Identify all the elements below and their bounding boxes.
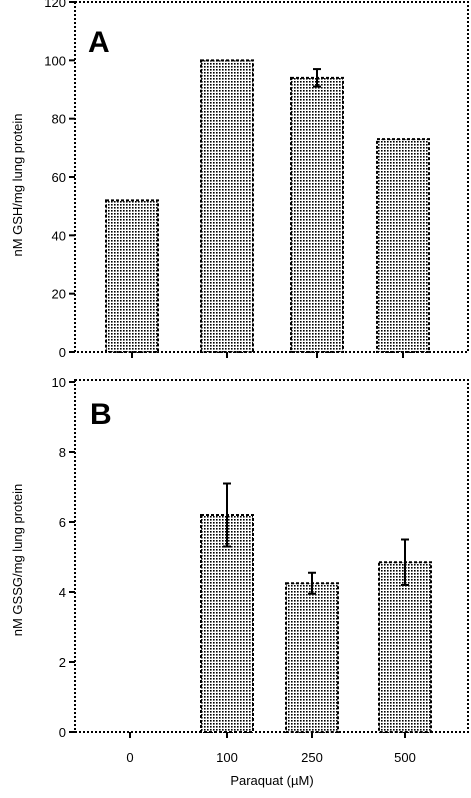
panel-b-frame xyxy=(74,379,469,733)
panel-a-bars xyxy=(105,59,430,353)
panel-b-error-bars xyxy=(223,482,409,595)
panel-a-bar-100 xyxy=(200,59,254,353)
panel-b-x-axis-title: Paraquat (µM) xyxy=(230,773,313,788)
panel-a-bar-0 xyxy=(105,199,159,353)
panel-b-x-ticks: 0 100 250 500 xyxy=(126,732,416,765)
panel-b-y-tick-label: 0 xyxy=(59,725,66,740)
panel-b-bar-250 xyxy=(285,582,339,733)
panel-b-y-ticks: 0 2 4 6 8 10 xyxy=(52,375,75,740)
panel-b-y-tick-label: 8 xyxy=(59,445,66,460)
panel-a-y-tick-label: 100 xyxy=(44,53,66,68)
panel-b-label: B xyxy=(90,398,112,431)
panel-a-y-axis-title: nM GSH/mg lung protein xyxy=(10,113,25,256)
panel-b-chart: B nM GSSG/mg lung protein 0 2 4 6 8 10 0 100 25… xyxy=(10,375,469,788)
panel-b-y-tick-label: 2 xyxy=(59,655,66,670)
panel-b-y-tick-label: 6 xyxy=(59,515,66,530)
panel-a-error-bars xyxy=(313,68,321,88)
panel-a-y-tick-label: 0 xyxy=(59,345,66,360)
panel-b-x-tick-label: 500 xyxy=(394,750,416,765)
panel-a-y-tick-label: 80 xyxy=(52,112,66,127)
panel-a-chart: A nM GSH/mg lung protein 0 20 40 60 80 100 120 xyxy=(10,0,469,360)
panel-b-y-tick-label: 10 xyxy=(52,375,66,390)
panel-b-x-tick-label: 250 xyxy=(301,750,323,765)
panel-a-y-tick-label: 60 xyxy=(52,170,66,185)
panel-b-bars xyxy=(200,514,432,733)
panel-a-y-ticks: 0 20 40 60 80 100 120 xyxy=(44,0,75,360)
panel-a-frame xyxy=(74,1,469,353)
panel-b-y-axis-title: nM GSSG/mg lung protein xyxy=(10,484,25,636)
panel-b-x-tick-label: 0 xyxy=(126,750,133,765)
panel-b-x-tick-label: 100 xyxy=(216,750,238,765)
panel-a-y-tick-label: 20 xyxy=(52,287,66,302)
panel-b-y-tick-label: 4 xyxy=(59,585,66,600)
panel-b-bar-100 xyxy=(200,514,254,733)
panel-a-bar-250 xyxy=(290,76,344,353)
panel-b-bar-500 xyxy=(378,561,432,733)
panel-a-y-tick-label: 120 xyxy=(44,0,66,10)
panel-a-label: A xyxy=(88,26,110,59)
panel-a-y-tick-label: 40 xyxy=(52,228,66,243)
panel-a-bar-500 xyxy=(376,138,430,353)
